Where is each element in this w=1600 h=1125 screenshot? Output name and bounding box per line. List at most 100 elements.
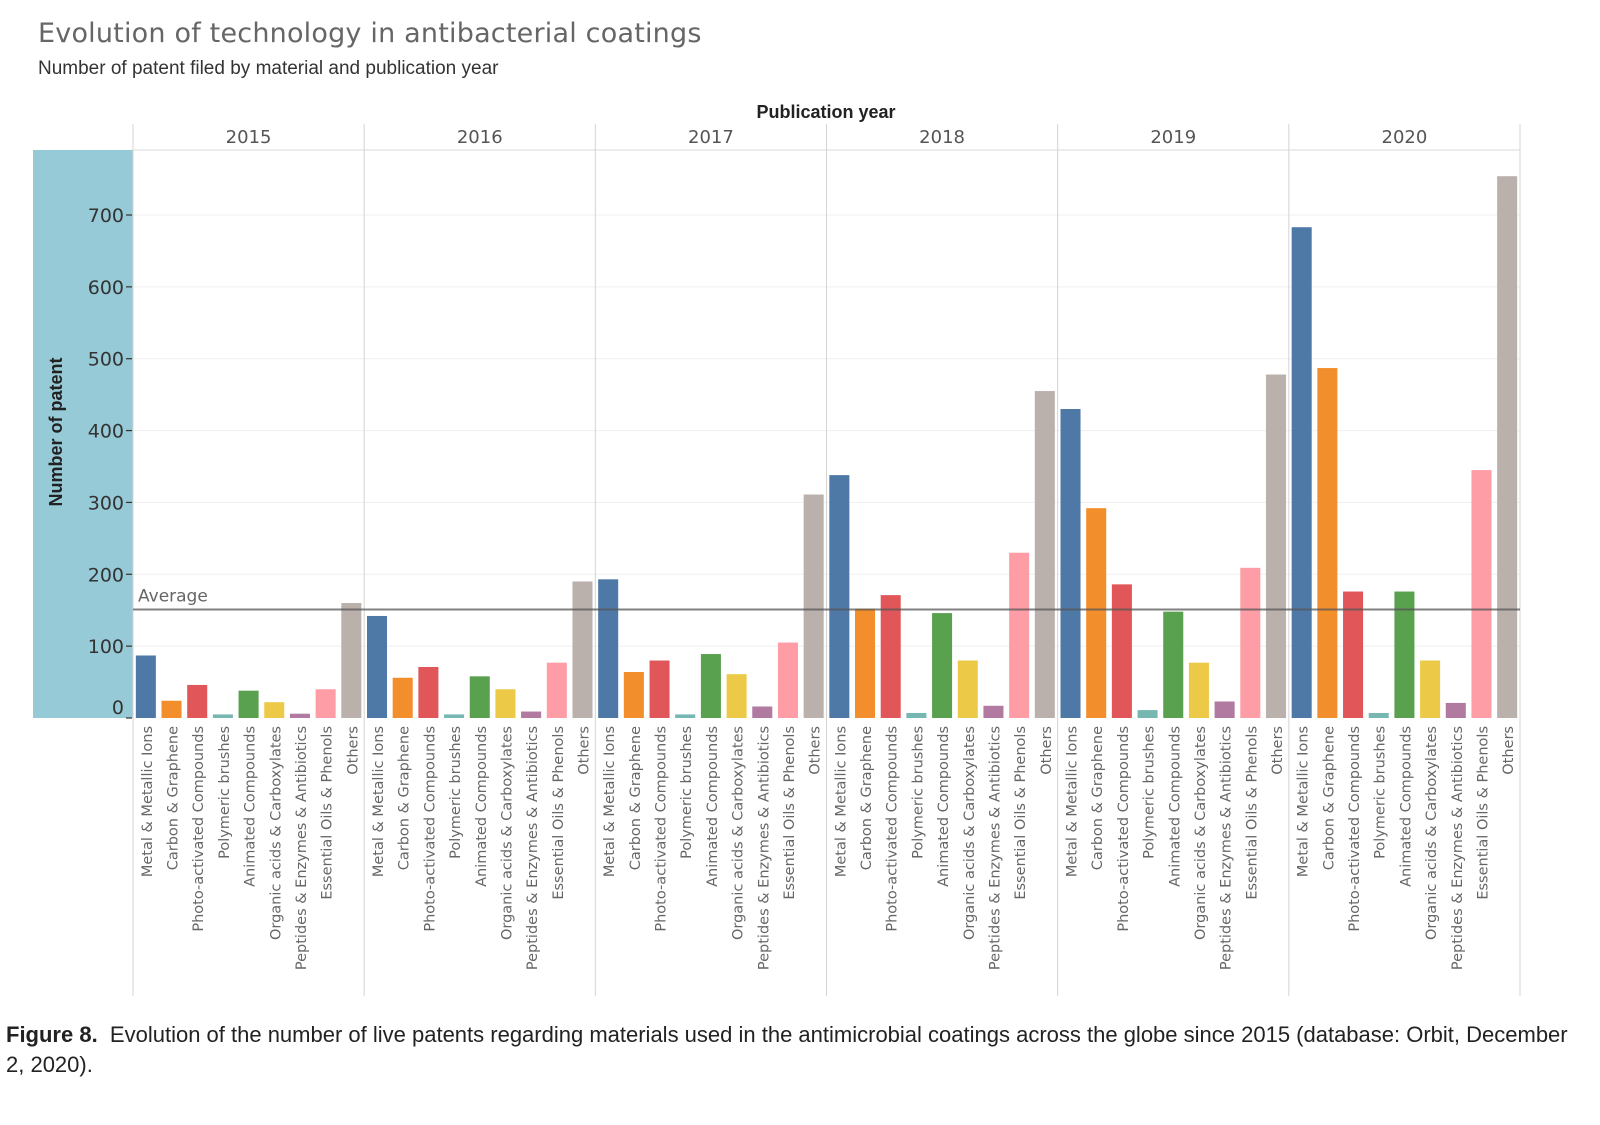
bar-2015-4 (238, 690, 259, 718)
x-tick-label: Metal & Metallic Ions (602, 726, 618, 877)
bar-2020-1 (1317, 368, 1338, 718)
x-tick-label: Photo-activated Compounds (422, 726, 438, 932)
y-tick-label: 700 (88, 205, 124, 227)
bar-2016-2 (418, 666, 439, 718)
x-tick-label: Animated Compounds (705, 726, 721, 887)
bar-2017-1 (623, 672, 644, 718)
x-tick-label: Peptides & Enzymes & Antibiotics (1450, 726, 1466, 970)
bar-2018-1 (855, 608, 876, 718)
bar-2020-0 (1291, 227, 1312, 719)
y-axis-band (33, 150, 133, 718)
x-tick-label: Others (1270, 726, 1286, 775)
bar-2016-4 (469, 676, 490, 718)
chart-subtitle: Number of patent filed by material and p… (38, 58, 499, 79)
bar-2020-3 (1368, 712, 1389, 718)
bar-2017-7 (777, 642, 798, 718)
bar-2017-5 (726, 674, 747, 718)
x-tick-label: Others (1039, 726, 1055, 775)
bar-2016-6 (521, 711, 542, 718)
bar-2020-5 (1420, 660, 1441, 718)
x-tick-label: Organic acids & Carboxylates (268, 726, 284, 940)
bar-2016-1 (392, 677, 413, 718)
chart-title: Evolution of technology in antibacterial… (38, 18, 702, 49)
bar-2017-4 (700, 654, 721, 718)
bar-2016-5 (495, 689, 516, 718)
x-tick-label: Essential Oils & Phenols (782, 726, 798, 900)
bar-2015-5 (264, 702, 285, 718)
x-tick-label: Metal & Metallic Ions (1065, 726, 1081, 877)
bar-2018-4 (932, 613, 953, 718)
y-tick-label: 500 (88, 349, 124, 371)
figure-label: Figure 8. (6, 1022, 98, 1047)
bar-2019-6 (1214, 701, 1235, 718)
bar-2018-2 (880, 595, 901, 718)
x-tick-label: Carbon & Graphene (166, 726, 182, 870)
x-tick-label: Photo-activated Compounds (191, 726, 207, 932)
x-tick-label: Organic acids & Carboxylates (962, 726, 978, 940)
bar-2017-2 (649, 660, 670, 718)
caption-text: Evolution of the number of live patents … (6, 1022, 1568, 1077)
bar-2019-8 (1265, 374, 1287, 718)
bar-2015-0 (135, 655, 156, 718)
column-header-label: Publication year (756, 102, 895, 122)
bar-2018-8 (1034, 391, 1055, 718)
x-tick-label: Others (576, 726, 592, 775)
x-tick-label: Peptides & Enzymes & Antibiotics (756, 726, 772, 970)
x-tick-label: Animated Compounds (1398, 726, 1414, 887)
x-tick-label: Animated Compounds (1167, 726, 1183, 887)
bar-2015-3 (212, 714, 233, 718)
bar-2015-6 (289, 713, 310, 718)
bar-2015-7 (315, 689, 336, 718)
bar-2018-5 (957, 660, 978, 718)
y-tick-label: 0 (112, 697, 124, 719)
bar-2019-1 (1086, 508, 1107, 718)
x-tick-label: Carbon & Graphene (397, 726, 413, 870)
x-tick-label: Essential Oils & Phenols (551, 726, 567, 900)
bar-2019-2 (1111, 584, 1132, 718)
x-tick-label: Essential Oils & Phenols (1244, 726, 1260, 900)
x-tick-label: Polymeric brushes (910, 726, 926, 859)
y-tick-label: 300 (88, 492, 124, 514)
bar-2020-7 (1471, 470, 1492, 718)
x-tick-label: Others (1501, 726, 1517, 775)
y-axis-label: Number of patent (46, 357, 66, 506)
x-tick-label: Carbon & Graphene (1321, 726, 1337, 870)
bar-2020-4 (1394, 591, 1415, 718)
x-tick-label: Animated Compounds (243, 726, 259, 887)
bar-2020-2 (1343, 591, 1364, 718)
x-tick-label: Photo-activated Compounds (654, 726, 670, 932)
bar-2018-6 (983, 705, 1004, 718)
bar-2017-3 (675, 714, 696, 718)
bar-2015-1 (161, 700, 182, 718)
x-tick-label: Photo-activated Compounds (1347, 726, 1363, 932)
x-tick-label: Polymeric brushes (448, 726, 464, 859)
x-tick-label: Essential Oils & Phenols (1475, 726, 1491, 900)
x-tick-label: Photo-activated Compounds (1116, 726, 1132, 932)
x-tick-label: Photo-activated Compounds (885, 726, 901, 932)
bar-2019-5 (1188, 662, 1209, 718)
bar-2019-7 (1240, 567, 1261, 718)
x-tick-label: Carbon & Graphene (859, 726, 875, 870)
x-tick-label: Animated Compounds (474, 726, 490, 887)
y-tick-label: 200 (88, 564, 124, 586)
bar-2019-3 (1137, 710, 1158, 718)
bar-chart: Publication year Number of patent 0 100 20… (33, 102, 1521, 996)
bar-2017-6 (752, 706, 773, 718)
x-tick-label: Polymeric brushes (679, 726, 695, 859)
x-tick-label: Polymeric brushes (217, 726, 233, 859)
year-header-2018: 2018 (919, 127, 965, 148)
year-header-2019: 2019 (1150, 127, 1196, 148)
bar-2018-0 (829, 475, 850, 718)
x-tick-label: Organic acids & Carboxylates (731, 726, 747, 940)
x-tick-label: Organic acids & Carboxylates (499, 726, 515, 940)
x-tick-label: Essential Oils & Phenols (1013, 726, 1029, 900)
x-tick-label: Organic acids & Carboxylates (1424, 726, 1440, 940)
x-tick-label: Metal & Metallic Ions (833, 726, 849, 877)
y-tick-label: 100 (88, 636, 124, 658)
y-tick-label: 400 (88, 421, 124, 443)
bar-2019-4 (1163, 611, 1184, 718)
x-tick-label: Peptides & Enzymes & Antibiotics (525, 726, 541, 970)
x-tick-label: Polymeric brushes (1142, 726, 1158, 859)
year-header-2020: 2020 (1382, 127, 1428, 148)
x-tick-label: Carbon & Graphene (628, 726, 644, 870)
